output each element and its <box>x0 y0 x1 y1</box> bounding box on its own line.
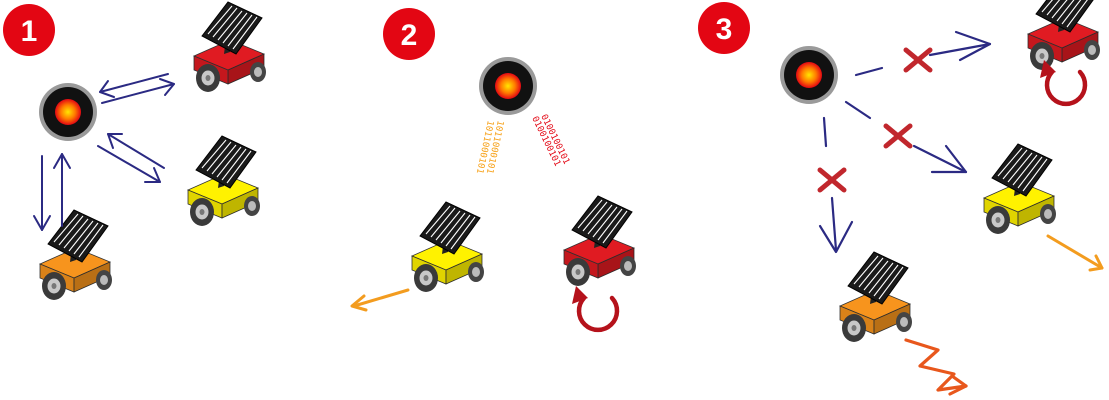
panel-1-arrows <box>33 73 175 231</box>
zigzag-motion-arrow <box>904 338 968 396</box>
solar-robot-icon <box>411 201 485 293</box>
solar-robot-icon <box>193 1 267 93</box>
panel-1: 1 <box>3 1 267 301</box>
binary-stream-right: 0100100101 0100100101 <box>529 113 571 168</box>
beacon-icon <box>479 57 537 115</box>
cross-icon <box>820 170 844 190</box>
solar-robot-icon <box>983 143 1057 235</box>
rotate-arrow-icon <box>1040 60 1085 104</box>
solar-robot-icon <box>39 209 113 301</box>
panel-3-number: 3 <box>716 13 733 46</box>
solar-robot-icon <box>563 195 637 287</box>
motion-arrow <box>350 288 410 312</box>
motion-arrow <box>1046 234 1104 272</box>
cross-icon <box>906 50 930 70</box>
panel-2-number: 2 <box>401 19 418 52</box>
panel-2-badge: 2 <box>383 8 435 60</box>
panel-3-blocked-arrows <box>818 30 992 254</box>
cross-icon <box>886 126 910 146</box>
solar-robot-icon <box>187 135 261 227</box>
panel-2: 2 1011000101 1011000101 0100100101 01001… <box>350 8 637 330</box>
beacon-icon <box>780 46 838 104</box>
beacon-icon <box>39 83 97 141</box>
panel-1-number: 1 <box>21 15 38 48</box>
panel-1-badge: 1 <box>3 4 55 56</box>
binary-stream-left: 1011000101 1011000101 <box>474 119 505 174</box>
solar-robot-icon <box>1027 0 1101 71</box>
rotate-arrow-icon <box>572 286 617 330</box>
panel-3-badge: 3 <box>698 2 750 54</box>
panel-3: 3 <box>698 0 1104 396</box>
solar-robot-icon <box>839 251 913 343</box>
